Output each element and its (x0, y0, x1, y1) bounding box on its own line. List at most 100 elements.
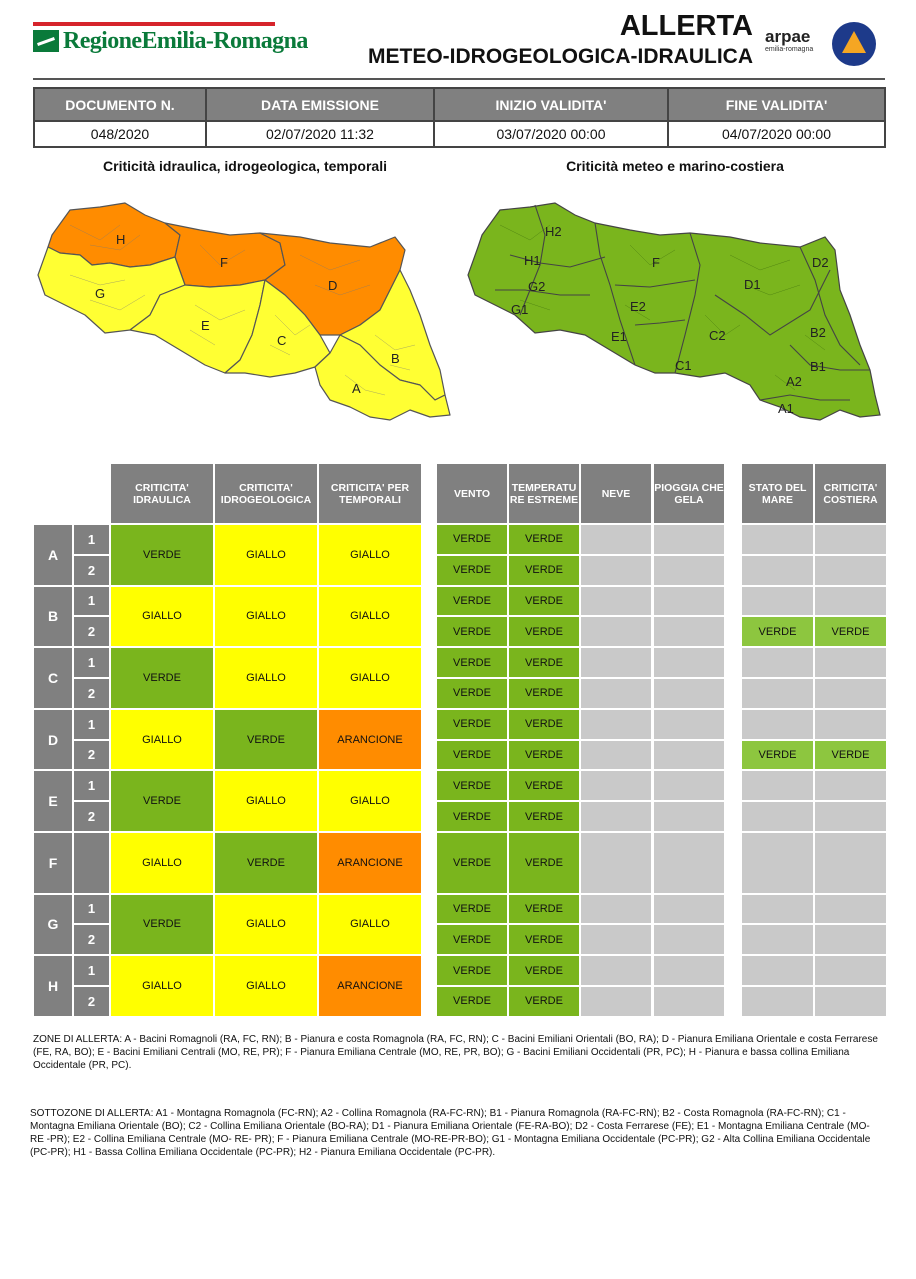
mare-cell (741, 770, 814, 802)
mare-cell (741, 585, 814, 617)
right-map-label-h2: H2 (545, 224, 562, 239)
subzone-label: 1 (73, 708, 110, 740)
mare-cell (741, 524, 814, 555)
neve-cell (580, 801, 652, 832)
mare-cell (814, 986, 887, 1017)
page-title: ALLERTA (619, 10, 753, 42)
header-divider (33, 78, 885, 80)
mare-cell (814, 554, 887, 586)
meteo-cell: VERDE (508, 955, 580, 986)
subzone-label: 2 (73, 554, 110, 586)
right-map-label-e1: E1 (611, 329, 627, 344)
crit-cell: GIALLO (214, 585, 318, 648)
left-map-label-g: G (95, 286, 105, 301)
pioggia-cell (653, 554, 725, 586)
crit-header-0: CRITICITA' IDRAULICA (110, 463, 214, 524)
pioggia-cell (653, 924, 725, 956)
doc-emission: 02/07/2020 11:32 (205, 120, 435, 148)
neve-cell (580, 986, 652, 1017)
right-map-label-d1: D1 (744, 277, 761, 292)
subzone-label: 2 (73, 616, 110, 648)
subzone-label: 1 (73, 647, 110, 678)
left-map-label-c: C (277, 333, 286, 348)
pioggia-cell (653, 678, 725, 709)
mare-cell (741, 832, 814, 894)
meteo-cell: VERDE (436, 524, 508, 555)
zone-label-h: H (33, 955, 73, 1017)
pioggia-cell (653, 832, 725, 894)
meteo-header-1: TEMPERATU RE ESTREME (508, 463, 580, 524)
meteo-cell: VERDE (436, 585, 508, 617)
doc-header-emission: DATA EMISSIONE (205, 87, 435, 122)
left-map-label-d: D (328, 278, 337, 293)
left-map-title: Criticità idraulica, idrogeologica, temp… (103, 158, 387, 174)
mare-cell (741, 647, 814, 678)
meteo-cell: VERDE (508, 924, 580, 956)
meteo-cell: VERDE (508, 770, 580, 802)
mare-cell (814, 708, 887, 740)
meteo-cell: VERDE (508, 647, 580, 678)
neve-cell (580, 616, 652, 648)
neve-cell (580, 955, 652, 986)
meteo-cell: VERDE (436, 924, 508, 956)
document-info-table: DOCUMENTO N. DATA EMISSIONE INIZIO VALID… (33, 87, 886, 148)
neve-cell (580, 708, 652, 740)
arpae-logo-sub: emilia-romagna (765, 46, 814, 53)
mare-cell (814, 585, 887, 617)
zone-label-c: C (33, 647, 73, 709)
mare-header-0: STATO DEL MARE (741, 463, 814, 524)
civil-protection-icon (832, 22, 876, 66)
meteo-cell: VERDE (436, 893, 508, 925)
mare-cell (741, 708, 814, 740)
subzone-label: 2 (73, 739, 110, 771)
neve-cell (580, 770, 652, 802)
neve-cell (580, 554, 652, 586)
zone-label-e: E (33, 770, 73, 832)
right-map-label-b2: B2 (810, 325, 826, 340)
pioggia-cell (653, 708, 725, 740)
right-map-label-h1: H1 (524, 253, 541, 268)
subzone-label: 2 (73, 986, 110, 1017)
right-map-label-a1: A1 (778, 401, 794, 416)
crit-cell: GIALLO (110, 708, 214, 771)
doc-header-number: DOCUMENTO N. (33, 87, 207, 122)
meteo-cell: VERDE (508, 616, 580, 648)
mare-cell (814, 647, 887, 678)
crit-cell: ARANCIONE (318, 955, 422, 1017)
pioggia-cell (653, 647, 725, 678)
meteo-header-3: PIOGGIA CHE GELA (653, 463, 725, 524)
left-map-label-b: B (391, 351, 400, 366)
crit-cell: VERDE (110, 770, 214, 832)
doc-end: 04/07/2020 00:00 (667, 120, 886, 148)
neve-cell (580, 832, 652, 894)
mare-cell: VERDE (741, 739, 814, 771)
mare-cell (814, 893, 887, 925)
right-map-label-c1: C1 (675, 358, 692, 373)
regione-logo: RegioneEmilia-Romagna (33, 22, 308, 58)
zone-label-d: D (33, 708, 73, 771)
mare-cell (741, 986, 814, 1017)
mare-cell (814, 801, 887, 832)
meteo-cell: VERDE (508, 678, 580, 709)
meteo-cell: VERDE (508, 893, 580, 925)
crit-cell: VERDE (214, 708, 318, 771)
crit-cell: GIALLO (318, 585, 422, 648)
left-map-label-f: F (220, 255, 228, 270)
pioggia-cell (653, 955, 725, 986)
mare-cell (814, 924, 887, 956)
mare-cell (814, 770, 887, 802)
crit-cell: VERDE (110, 647, 214, 709)
meteo-cell: VERDE (508, 801, 580, 832)
meteo-cell: VERDE (436, 616, 508, 648)
crit-cell: ARANCIONE (318, 832, 422, 894)
mare-cell (814, 832, 887, 894)
subzone-label: 2 (73, 924, 110, 956)
crit-cell: GIALLO (318, 647, 422, 709)
crit-cell: GIALLO (318, 893, 422, 956)
right-map-label-b1: B1 (810, 359, 826, 374)
pioggia-cell (653, 585, 725, 617)
meteo-cell: VERDE (508, 986, 580, 1017)
left-criticality-map: H F D G E C B A (37, 202, 451, 421)
crit-cell: GIALLO (318, 524, 422, 586)
meteo-cell: VERDE (508, 554, 580, 586)
